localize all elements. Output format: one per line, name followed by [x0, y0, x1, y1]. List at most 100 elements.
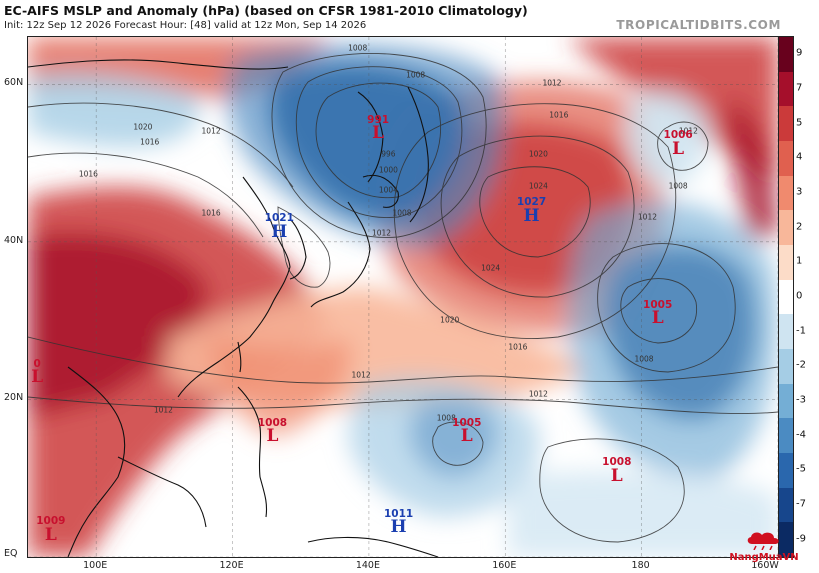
isobar-label: 1012: [153, 405, 173, 415]
isobar-label: 996: [381, 149, 396, 159]
low-pressure-center: 1008 L: [258, 418, 287, 446]
isobar-label: 1012: [351, 370, 371, 380]
isobar-1012-south: [28, 396, 778, 415]
center-symbol: L: [44, 524, 57, 545]
center-pressure-value: 1027: [516, 196, 547, 209]
map-subtitle: Init: 12z Sep 12 2026 Forecast Hour: [48…: [4, 20, 367, 31]
colorbar: [778, 36, 794, 558]
anomaly-cold-low-east-outer: [568, 201, 778, 479]
colorbar-segment: [779, 522, 793, 557]
colorbar-segment: [779, 210, 793, 245]
center-symbol: H: [390, 517, 407, 538]
longitude-label: 120E: [219, 560, 244, 571]
isobar-low-east-mid: [597, 243, 736, 373]
coastline-borneo: [117, 456, 207, 528]
anomaly-cold-tropics: [348, 377, 540, 517]
center-pressure-value: 1011: [383, 507, 414, 520]
isobar-1020-north: [28, 102, 294, 188]
low-pressure-center: 991 L: [367, 115, 389, 143]
watermark-text: NangMuaVN: [729, 552, 799, 563]
center-symbol: H: [523, 205, 540, 226]
isobar-low-north-mid: [295, 66, 463, 218]
isobar-label: 1012: [371, 228, 392, 238]
isobar-label: 1008: [406, 70, 426, 80]
graticule: [28, 37, 778, 557]
brand-text[interactable]: TROPICALTIDBITS.COM: [616, 18, 781, 32]
isobar-label: 1008: [634, 354, 654, 364]
isobar-low-east-inner: [620, 278, 698, 344]
colorbar-tick-label: -9: [796, 533, 806, 545]
center-symbol: L: [610, 465, 623, 486]
low-pressure-center: 1006 L: [664, 130, 693, 158]
colorbar-segment: [779, 418, 793, 453]
colorbar-segment: [779, 244, 793, 280]
colorbar-tick-label: -4: [796, 429, 806, 441]
latitude-label: 40N: [4, 234, 24, 246]
longitude-label: 100E: [83, 560, 108, 571]
center-symbol: L: [460, 426, 473, 447]
isobar-low-north-outer: [271, 53, 487, 238]
isobar-label: 1012: [542, 78, 562, 88]
colorbar-segment: [779, 106, 793, 141]
colorbar-tick-label: 1: [796, 255, 803, 267]
isobar-label: 1016: [78, 169, 98, 179]
isobar-low-north-inner: [315, 82, 442, 199]
colorbar-tick-label: 7: [796, 82, 803, 94]
colorbar-segment: [779, 37, 793, 72]
anomaly-cold-low-north-outer: [225, 43, 505, 247]
watermark: NangMuaVN: [714, 530, 814, 563]
coastline-sakhalin: [357, 91, 384, 183]
center-pressure-value: 1005: [452, 416, 482, 429]
isobar-label: 1016: [201, 208, 221, 218]
isobar-label: 1012: [678, 126, 698, 136]
anomaly-cold-southeast: [508, 471, 778, 557]
coastline-indochina: [67, 366, 126, 557]
isobar-label: 1024: [481, 263, 501, 273]
anomaly-map: [28, 37, 778, 557]
colorbar-segment: [779, 175, 793, 211]
longitude-label: 160W: [751, 560, 779, 571]
low-pressure-center: 1009 L: [36, 516, 65, 544]
map-panel: [27, 36, 779, 558]
center-pressure-value: 1008: [602, 456, 632, 469]
latitude-label: 20N: [4, 392, 24, 404]
center-symbol: L: [266, 426, 279, 447]
center-symbol: L: [651, 308, 664, 329]
isobar-label: 1008: [668, 181, 688, 191]
anomaly-warm-southchina: [208, 337, 350, 437]
isobar-label: 1016: [508, 342, 528, 352]
isobar-1016-north: [28, 152, 264, 238]
center-pressure-value: 1009: [36, 515, 66, 528]
isobar-small-low: [657, 121, 709, 171]
center-pressure-value: 0: [33, 357, 41, 370]
isobar-high-1024: [479, 166, 591, 258]
isobar-1012-band: [28, 336, 778, 384]
colorbar-segment: [779, 348, 793, 384]
isobar-label: 1016: [549, 110, 569, 120]
coastline-china: [177, 176, 291, 398]
colorbar-tick-label: 3: [796, 186, 803, 198]
colorbar-segment: [779, 383, 793, 419]
coastline-taiwan: [237, 341, 242, 373]
coastline-japan: [310, 201, 371, 308]
rain-cloud-icon: [747, 532, 779, 551]
colorbar-segment: [779, 452, 793, 488]
colorbar-tick-label: 5: [796, 117, 803, 129]
latitude-label: EQ: [4, 548, 18, 559]
coastline-newguinea: [307, 536, 439, 557]
isobar-high-1016: [393, 103, 677, 339]
anomaly-shading: [28, 37, 778, 557]
colorbar-tick-label: -2: [796, 359, 806, 371]
center-pressure-value: 1021: [264, 212, 294, 225]
colorbar-tick-label: -5: [796, 463, 806, 475]
isobar-label: 1012: [637, 212, 657, 222]
isobar-label: 1020: [440, 315, 460, 325]
isobar-low-southeast: [539, 438, 685, 543]
colorbar-tick-label: -7: [796, 498, 806, 510]
isobar-label: 1000: [378, 165, 398, 175]
low-pressure-center: 1008 L: [602, 457, 631, 485]
center-symbol: H: [271, 221, 288, 242]
center-pressure-value: 991: [367, 113, 390, 126]
high-pressure-center: 1021 H: [265, 213, 294, 241]
